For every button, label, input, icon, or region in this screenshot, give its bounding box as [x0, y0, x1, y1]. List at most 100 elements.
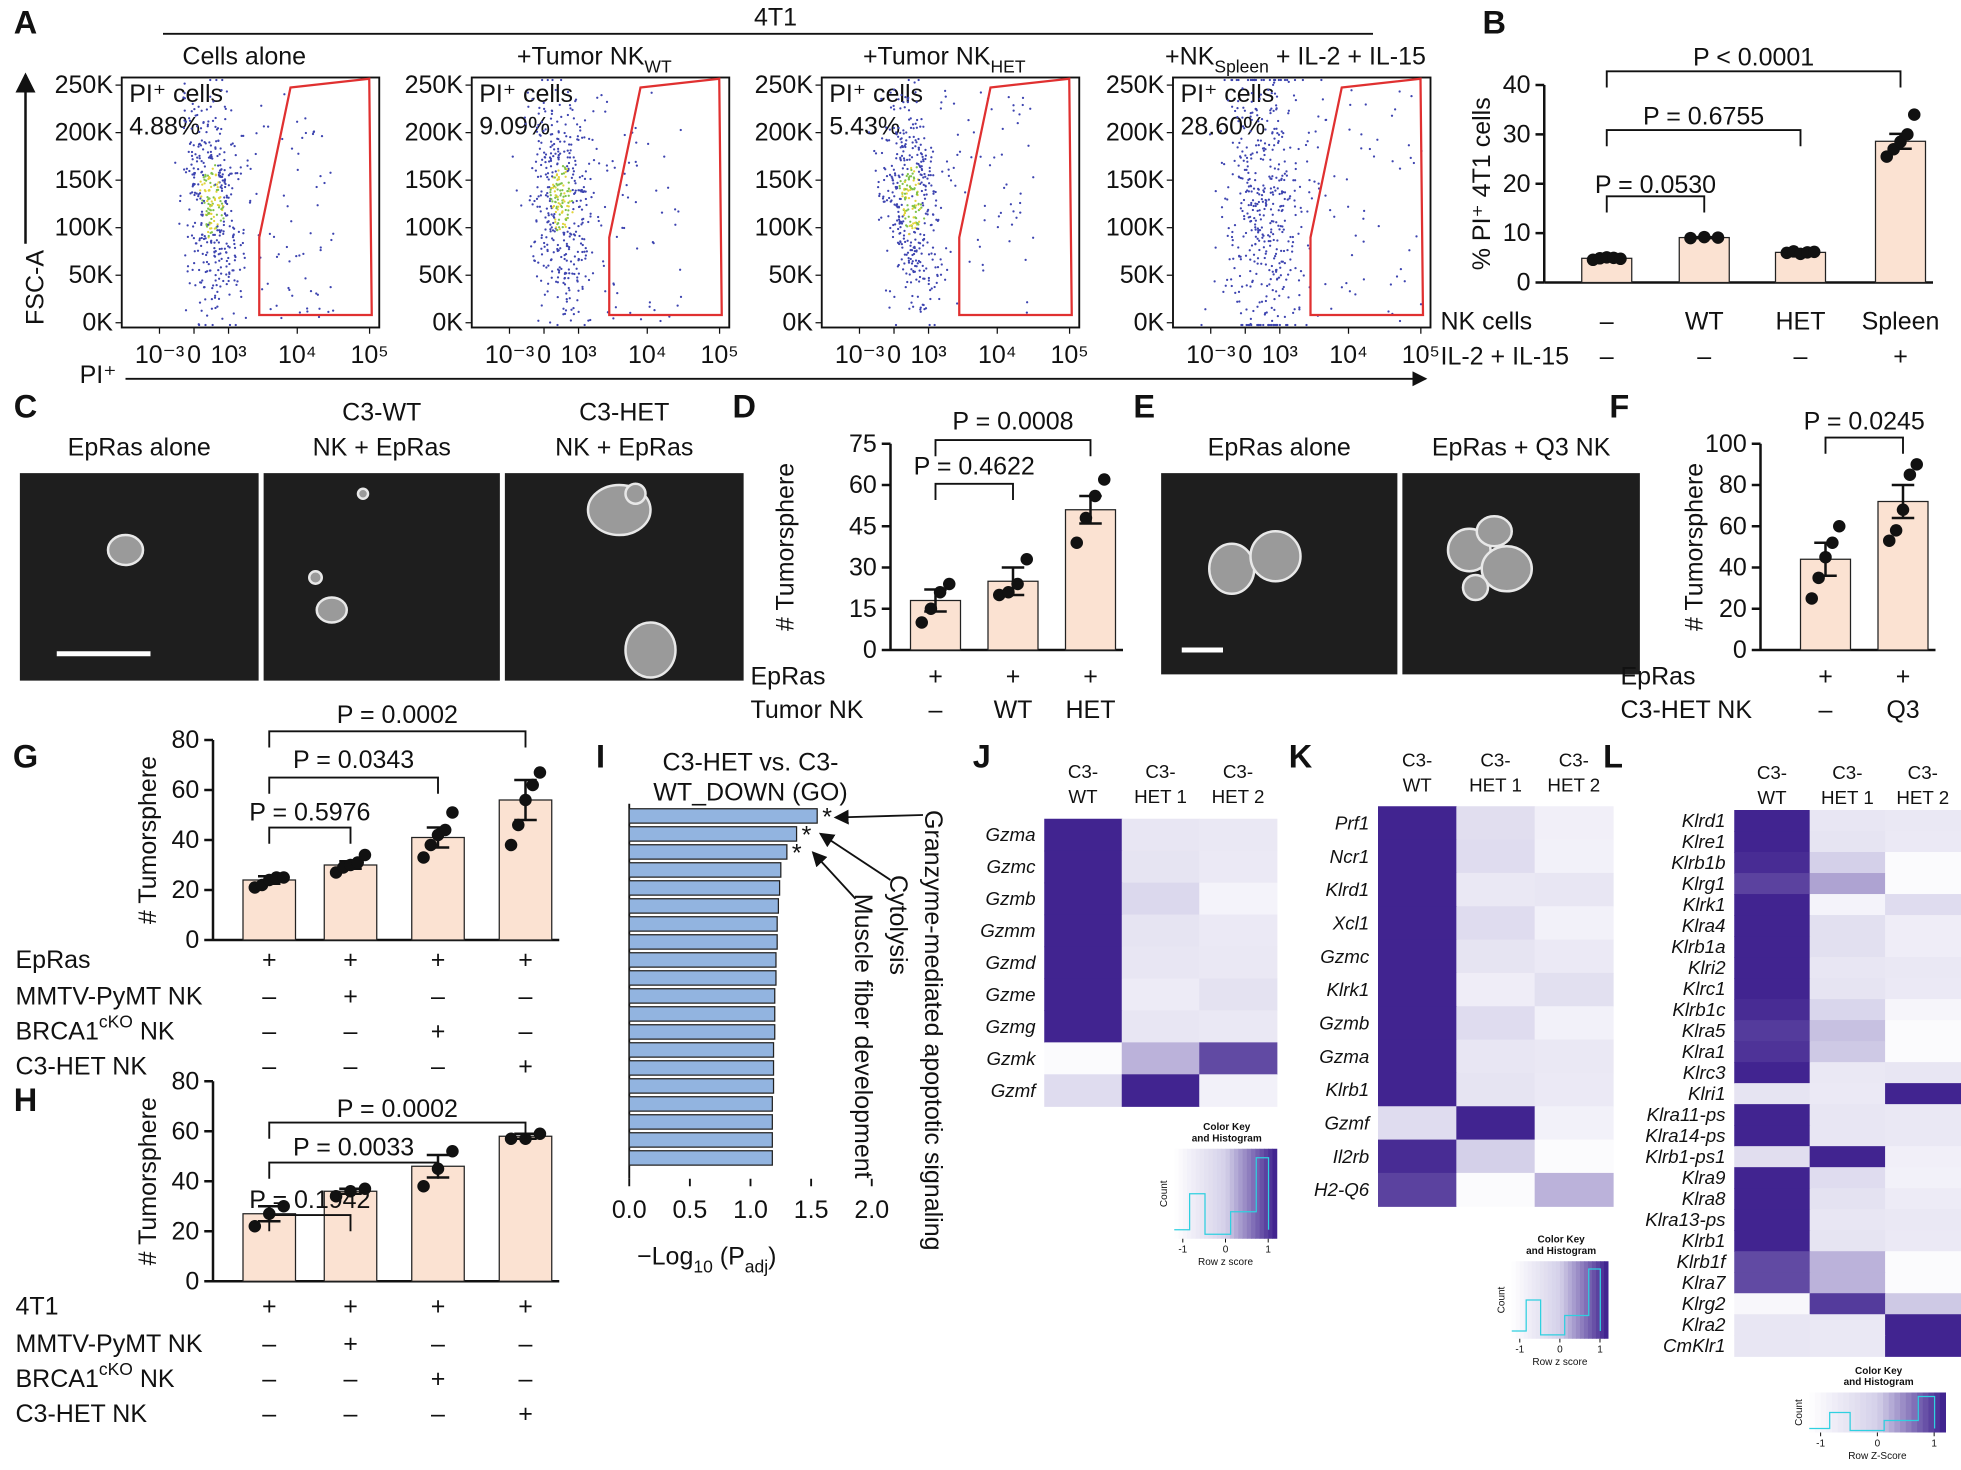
event — [1270, 107, 1273, 110]
column-header: C3- — [1908, 762, 1938, 783]
event — [1239, 192, 1242, 195]
event — [934, 266, 937, 269]
bar — [628, 844, 788, 860]
condition-value: – — [344, 1017, 358, 1045]
event — [206, 251, 209, 254]
event — [940, 263, 943, 266]
event — [939, 258, 942, 261]
event — [1227, 227, 1230, 230]
event — [569, 107, 572, 110]
event — [315, 292, 318, 295]
data-point — [1079, 511, 1093, 525]
event — [1305, 323, 1308, 327]
event — [209, 95, 212, 98]
event — [548, 199, 551, 203]
row-label: Klra9 — [1682, 1167, 1726, 1188]
event — [207, 120, 210, 123]
event — [918, 275, 922, 279]
gate-percent: 9.09% — [479, 112, 550, 140]
x-tick-label: 10³ — [1262, 341, 1298, 369]
condition-label: NK cells — [1441, 307, 1533, 335]
event — [551, 144, 554, 147]
heat-cell — [1378, 839, 1457, 874]
event — [581, 243, 584, 247]
event — [1238, 300, 1241, 303]
p-value: P = 0.0033 — [293, 1134, 414, 1162]
event — [895, 157, 898, 160]
event — [892, 88, 896, 91]
data-point — [1812, 571, 1825, 585]
heat-cell — [1885, 1062, 1961, 1084]
heat-cell — [1809, 915, 1886, 937]
row-label: Xcl1 — [1332, 912, 1369, 933]
event — [907, 109, 911, 112]
heat-cell — [1885, 1125, 1961, 1147]
event — [1259, 218, 1262, 221]
event — [554, 186, 557, 189]
cell-cluster — [1208, 542, 1256, 595]
data-point — [519, 793, 532, 807]
event — [567, 248, 571, 251]
key-swatch — [1204, 1148, 1209, 1239]
event — [1398, 90, 1401, 93]
event — [1283, 172, 1286, 175]
condition-value: – — [1819, 696, 1833, 724]
event — [1286, 198, 1289, 201]
event — [227, 184, 230, 187]
event — [1306, 160, 1309, 163]
event — [1249, 258, 1252, 261]
event — [616, 292, 619, 295]
key-swatch — [1216, 1148, 1222, 1239]
event — [1234, 109, 1237, 113]
event — [1272, 220, 1275, 223]
event — [534, 169, 537, 172]
heat-cell — [1378, 806, 1457, 841]
event — [212, 100, 215, 103]
event — [207, 177, 210, 181]
event — [1270, 228, 1273, 231]
event — [217, 181, 220, 184]
event — [1267, 323, 1270, 327]
event — [193, 221, 197, 225]
row-label: Klrb1-ps1 — [1645, 1146, 1725, 1167]
event — [652, 242, 655, 245]
event — [216, 305, 219, 308]
event — [545, 166, 548, 170]
event — [933, 285, 936, 289]
event — [524, 122, 527, 125]
heat-cell — [1378, 972, 1457, 1007]
event — [213, 250, 216, 253]
event — [579, 129, 582, 132]
heat-cell — [1734, 873, 1811, 895]
event — [208, 221, 211, 224]
event — [1282, 132, 1285, 135]
event — [558, 228, 561, 231]
event — [217, 297, 221, 301]
data-point — [277, 1200, 290, 1213]
event — [555, 280, 558, 283]
event — [917, 202, 920, 206]
key-swatch — [1599, 1261, 1605, 1339]
event — [549, 159, 553, 162]
bar — [323, 1190, 378, 1282]
event — [570, 176, 573, 180]
event — [921, 244, 925, 247]
heat-cell — [1885, 1314, 1961, 1336]
bar — [628, 1006, 776, 1022]
event — [1251, 111, 1254, 114]
key-title: and Histogram — [1844, 1377, 1914, 1388]
heat-cell — [1378, 1006, 1457, 1041]
key-swatch — [1939, 1392, 1946, 1433]
event — [1283, 197, 1286, 201]
heat-cell — [1121, 1010, 1200, 1043]
event — [200, 233, 204, 236]
heat-cell — [1809, 1062, 1886, 1084]
event — [549, 191, 552, 194]
heat-cell — [1809, 852, 1886, 874]
condition-value: – — [262, 1365, 276, 1393]
event — [1275, 104, 1278, 107]
heat-cell — [1885, 873, 1961, 895]
event — [635, 164, 638, 167]
column-header: WT — [1403, 775, 1433, 796]
event — [539, 210, 542, 213]
